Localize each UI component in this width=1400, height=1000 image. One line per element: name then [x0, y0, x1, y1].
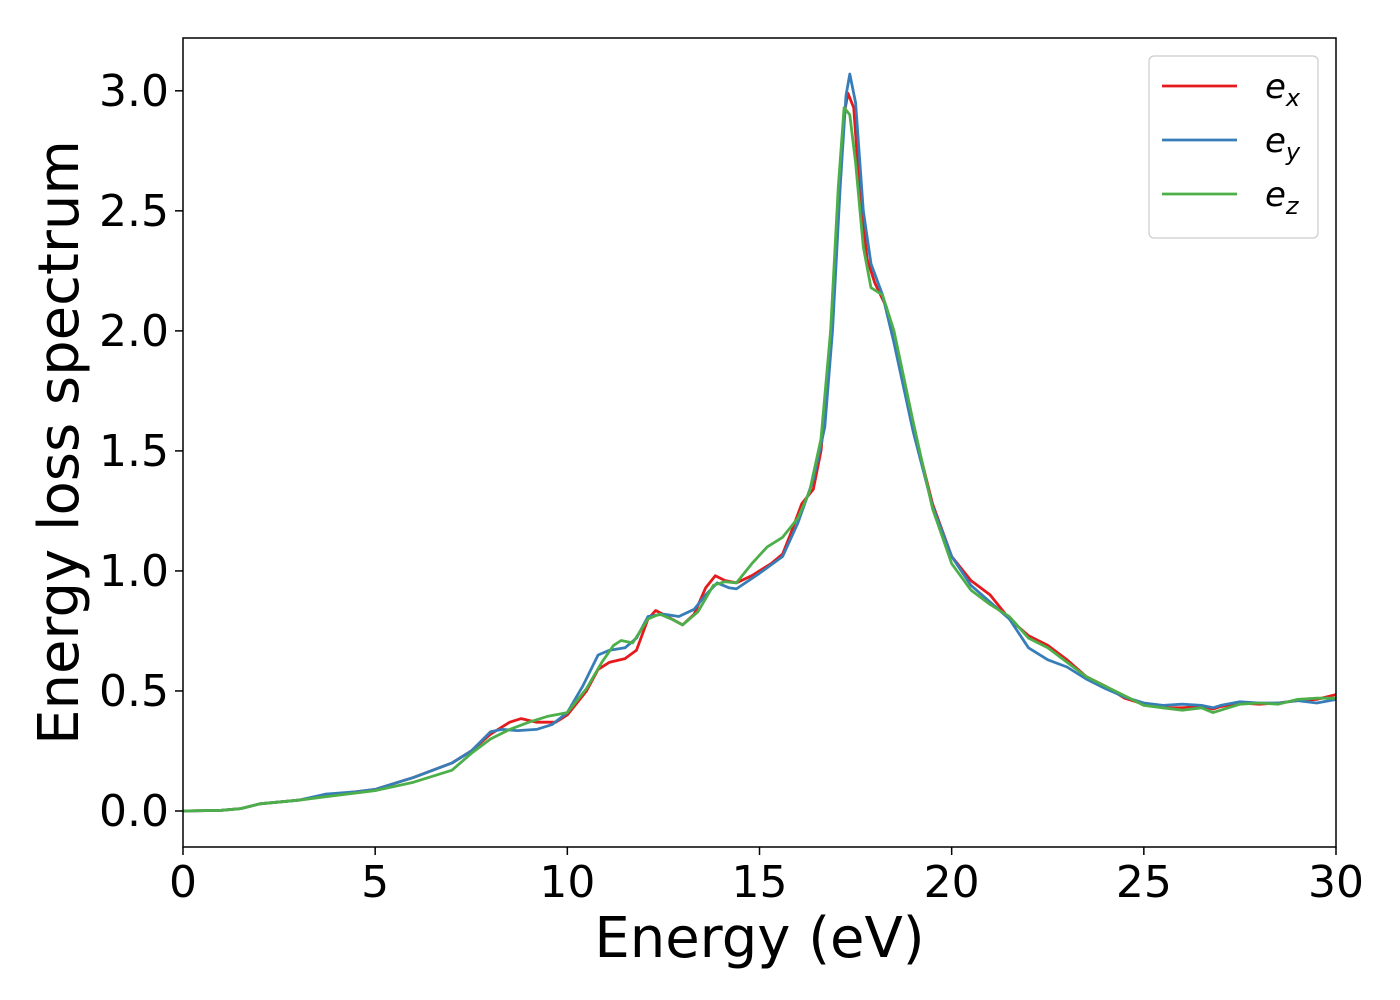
x-tick-label: 20: [924, 857, 980, 908]
x-tick-label: 15: [732, 857, 788, 908]
legend-label-x: ex: [1265, 67, 1301, 112]
y-tick-label: 0.0: [99, 786, 169, 837]
x-axis-title: Energy (eV): [594, 906, 924, 971]
x-tick-label: 5: [361, 857, 389, 908]
y-tick-label: 0.5: [99, 666, 169, 717]
x-tick-label: 25: [1116, 857, 1172, 908]
legend-box: [1148, 55, 1319, 239]
series-layer: [183, 72, 1336, 813]
series-line-z: [183, 106, 1336, 813]
y-axis: 0.0 0.5 1.0 1.5 2.0 2.5 3.0: [99, 66, 183, 837]
x-axis: 0 5 10 15 20 25 30: [169, 847, 1364, 908]
legend-label-z: ez: [1265, 175, 1300, 220]
y-tick-label: 2.0: [99, 306, 169, 357]
x-tick-label: 30: [1308, 857, 1364, 908]
legend: ex ey ez: [1148, 55, 1319, 239]
legend-label-y: ey: [1265, 121, 1301, 166]
y-tick-label: 3.0: [99, 66, 169, 117]
y-tick-label: 2.5: [99, 186, 169, 237]
y-tick-label: 1.5: [99, 426, 169, 477]
y-tick-label: 1.0: [99, 546, 169, 597]
x-tick-label: 10: [539, 857, 595, 908]
y-axis-title: Energy loss spectrum: [27, 140, 92, 745]
x-tick-label: 0: [169, 857, 197, 908]
